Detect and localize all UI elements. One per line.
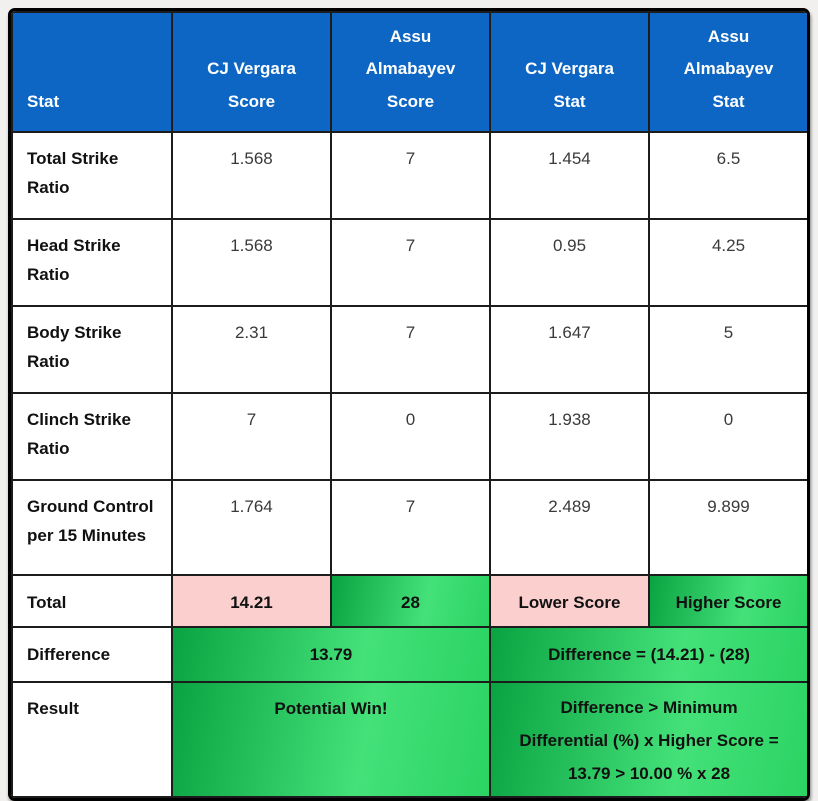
fighter2-score-cell: 7 xyxy=(330,130,491,220)
header-fighter2-stat: Assu Almabayev Stat xyxy=(648,11,807,133)
fighter2-score-cell: 0 xyxy=(330,391,491,481)
fighter1-stat-cell: 1.454 xyxy=(489,130,650,220)
stat-name: Ground Control per 15 Minutes xyxy=(11,478,173,576)
difference-value-cell: 13.79 xyxy=(171,625,491,683)
lower-score-badge: Lower Score xyxy=(489,573,650,628)
fighter1-total-cell: 14.21 xyxy=(171,573,332,628)
fighter2-score-cell: 7 xyxy=(330,217,491,307)
stat-name: Total Strike Ratio xyxy=(11,130,173,220)
fighter1-score-cell: 1.764 xyxy=(171,478,332,576)
fighter1-stat-cell: 0.95 xyxy=(489,217,650,307)
header-fighter2-score: Assu Almabayev Score xyxy=(330,11,491,133)
table-row-ground-control: Ground Control per 15 Minutes 1.764 7 2.… xyxy=(11,478,807,576)
header-row: Stat CJ Vergara Score Assu Almabayev Sco… xyxy=(11,11,807,133)
table-row-total: Total 14.21 28 Lower Score Higher Score xyxy=(11,573,807,628)
table-row-result: Result Potential Win! Difference > Minim… xyxy=(11,680,807,799)
table-row-head-strike-ratio: Head Strike Ratio 1.568 7 0.95 4.25 xyxy=(11,217,807,307)
table-row-difference: Difference 13.79 Difference = (14.21) - … xyxy=(11,625,807,683)
header-fighter1-stat: CJ Vergara Stat xyxy=(489,11,650,133)
table-row-total-strike-ratio: Total Strike Ratio 1.568 7 1.454 6.5 xyxy=(11,130,807,220)
table-row-clinch-strike-ratio: Clinch Strike Ratio 7 0 1.938 0 xyxy=(11,391,807,481)
result-explanation-cell: Difference > Minimum Differential (%) x … xyxy=(489,680,807,799)
fighter2-stat-cell: 4.25 xyxy=(648,217,807,307)
difference-label: Difference xyxy=(11,625,173,683)
fighter2-stat-cell: 0 xyxy=(648,391,807,481)
fighter1-score-cell: 1.568 xyxy=(171,217,332,307)
fighter1-score-cell: 2.31 xyxy=(171,304,332,394)
fighter1-score-cell: 1.568 xyxy=(171,130,332,220)
fighter2-stat-cell: 6.5 xyxy=(648,130,807,220)
result-label: Result xyxy=(11,680,173,799)
fighter2-stat-cell: 9.899 xyxy=(648,478,807,576)
difference-formula-cell: Difference = (14.21) - (28) xyxy=(489,625,807,683)
total-label: Total xyxy=(11,573,173,628)
result-outcome-cell: Potential Win! xyxy=(171,680,491,799)
higher-score-badge: Higher Score xyxy=(648,573,807,628)
fighter1-stat-cell: 1.938 xyxy=(489,391,650,481)
fighter2-score-cell: 7 xyxy=(330,478,491,576)
fighter1-stat-cell: 1.647 xyxy=(489,304,650,394)
stat-name: Body Strike Ratio xyxy=(11,304,173,394)
table-frame: Stat CJ Vergara Score Assu Almabayev Sco… xyxy=(8,8,810,801)
header-fighter1-score: CJ Vergara Score xyxy=(171,11,332,133)
stat-name: Clinch Strike Ratio xyxy=(11,391,173,481)
fighter2-score-cell: 7 xyxy=(330,304,491,394)
fighter1-stat-cell: 2.489 xyxy=(489,478,650,576)
fight-comparison-table: Stat CJ Vergara Score Assu Almabayev Sco… xyxy=(11,11,807,799)
fighter2-stat-cell: 5 xyxy=(648,304,807,394)
header-stat: Stat xyxy=(11,11,173,133)
fighter1-score-cell: 7 xyxy=(171,391,332,481)
fighter2-total-cell: 28 xyxy=(330,573,491,628)
stat-name: Head Strike Ratio xyxy=(11,217,173,307)
table-row-body-strike-ratio: Body Strike Ratio 2.31 7 1.647 5 xyxy=(11,304,807,394)
